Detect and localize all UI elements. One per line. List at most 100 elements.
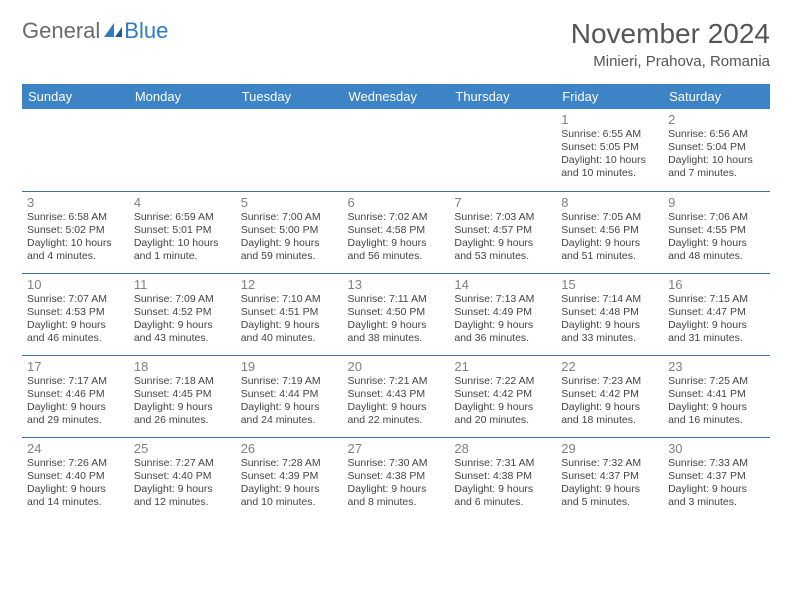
sunrise-text: Sunrise: 7:17 AM: [27, 375, 124, 388]
calendar-cell: [22, 109, 129, 191]
sunset-text: Sunset: 4:51 PM: [241, 306, 338, 319]
sunset-text: Sunset: 4:52 PM: [134, 306, 231, 319]
daylight-text: Daylight: 9 hours and 3 minutes.: [668, 483, 765, 509]
day-number: 19: [241, 359, 338, 374]
calendar-cell: 22Sunrise: 7:23 AMSunset: 4:42 PMDayligh…: [556, 355, 663, 437]
sunset-text: Sunset: 4:43 PM: [348, 388, 445, 401]
sunset-text: Sunset: 4:40 PM: [134, 470, 231, 483]
sunrise-text: Sunrise: 7:19 AM: [241, 375, 338, 388]
sunrise-text: Sunrise: 7:33 AM: [668, 457, 765, 470]
calendar-week-row: 24Sunrise: 7:26 AMSunset: 4:40 PMDayligh…: [22, 437, 770, 519]
logo-text-blue: Blue: [124, 18, 168, 44]
day-header: Thursday: [449, 84, 556, 109]
day-header: Friday: [556, 84, 663, 109]
daylight-text: Daylight: 9 hours and 29 minutes.: [27, 401, 124, 427]
sunset-text: Sunset: 4:49 PM: [454, 306, 551, 319]
calendar-cell: 29Sunrise: 7:32 AMSunset: 4:37 PMDayligh…: [556, 437, 663, 519]
sunrise-text: Sunrise: 7:13 AM: [454, 293, 551, 306]
calendar-cell: 18Sunrise: 7:18 AMSunset: 4:45 PMDayligh…: [129, 355, 236, 437]
calendar-cell: 11Sunrise: 7:09 AMSunset: 4:52 PMDayligh…: [129, 273, 236, 355]
sunset-text: Sunset: 4:56 PM: [561, 224, 658, 237]
calendar-cell: [343, 109, 450, 191]
sunset-text: Sunset: 4:58 PM: [348, 224, 445, 237]
calendar-cell: 8Sunrise: 7:05 AMSunset: 4:56 PMDaylight…: [556, 191, 663, 273]
title-block: November 2024 Minieri, Prahova, Romania: [571, 18, 770, 70]
daylight-text: Daylight: 9 hours and 10 minutes.: [241, 483, 338, 509]
daylight-text: Daylight: 10 hours and 4 minutes.: [27, 237, 124, 263]
calendar-week-row: 1Sunrise: 6:55 AMSunset: 5:05 PMDaylight…: [22, 109, 770, 191]
day-header: Tuesday: [236, 84, 343, 109]
day-number: 2: [668, 112, 765, 127]
day-number: 4: [134, 195, 231, 210]
day-header: Wednesday: [343, 84, 450, 109]
calendar-cell: 4Sunrise: 6:59 AMSunset: 5:01 PMDaylight…: [129, 191, 236, 273]
sunset-text: Sunset: 4:47 PM: [668, 306, 765, 319]
sunrise-text: Sunrise: 7:14 AM: [561, 293, 658, 306]
sunset-text: Sunset: 5:02 PM: [27, 224, 124, 237]
sunset-text: Sunset: 4:38 PM: [348, 470, 445, 483]
day-number: 26: [241, 441, 338, 456]
sunset-text: Sunset: 4:38 PM: [454, 470, 551, 483]
calendar-cell: 23Sunrise: 7:25 AMSunset: 4:41 PMDayligh…: [663, 355, 770, 437]
day-number: 13: [348, 277, 445, 292]
calendar-cell: 24Sunrise: 7:26 AMSunset: 4:40 PMDayligh…: [22, 437, 129, 519]
calendar-cell: 1Sunrise: 6:55 AMSunset: 5:05 PMDaylight…: [556, 109, 663, 191]
sunrise-text: Sunrise: 7:06 AM: [668, 211, 765, 224]
day-number: 24: [27, 441, 124, 456]
calendar-cell: 21Sunrise: 7:22 AMSunset: 4:42 PMDayligh…: [449, 355, 556, 437]
calendar-cell: 26Sunrise: 7:28 AMSunset: 4:39 PMDayligh…: [236, 437, 343, 519]
sunrise-text: Sunrise: 7:18 AM: [134, 375, 231, 388]
calendar-cell: [236, 109, 343, 191]
sunrise-text: Sunrise: 7:07 AM: [27, 293, 124, 306]
day-number: 16: [668, 277, 765, 292]
day-number: 3: [27, 195, 124, 210]
day-number: 28: [454, 441, 551, 456]
day-number: 21: [454, 359, 551, 374]
day-number: 9: [668, 195, 765, 210]
daylight-text: Daylight: 10 hours and 1 minute.: [134, 237, 231, 263]
daylight-text: Daylight: 9 hours and 43 minutes.: [134, 319, 231, 345]
day-header: Sunday: [22, 84, 129, 109]
sunrise-text: Sunrise: 7:00 AM: [241, 211, 338, 224]
calendar-cell: 6Sunrise: 7:02 AMSunset: 4:58 PMDaylight…: [343, 191, 450, 273]
daylight-text: Daylight: 9 hours and 8 minutes.: [348, 483, 445, 509]
sunset-text: Sunset: 5:00 PM: [241, 224, 338, 237]
calendar-cell: 14Sunrise: 7:13 AMSunset: 4:49 PMDayligh…: [449, 273, 556, 355]
sunrise-text: Sunrise: 7:09 AM: [134, 293, 231, 306]
sunrise-text: Sunrise: 7:10 AM: [241, 293, 338, 306]
sunrise-text: Sunrise: 7:02 AM: [348, 211, 445, 224]
daylight-text: Daylight: 9 hours and 6 minutes.: [454, 483, 551, 509]
daylight-text: Daylight: 9 hours and 18 minutes.: [561, 401, 658, 427]
sunset-text: Sunset: 4:44 PM: [241, 388, 338, 401]
calendar-cell: 30Sunrise: 7:33 AMSunset: 4:37 PMDayligh…: [663, 437, 770, 519]
calendar-header-row: SundayMondayTuesdayWednesdayThursdayFrid…: [22, 84, 770, 109]
sunrise-text: Sunrise: 7:28 AM: [241, 457, 338, 470]
calendar-cell: 27Sunrise: 7:30 AMSunset: 4:38 PMDayligh…: [343, 437, 450, 519]
calendar-cell: 3Sunrise: 6:58 AMSunset: 5:02 PMDaylight…: [22, 191, 129, 273]
calendar-cell: 2Sunrise: 6:56 AMSunset: 5:04 PMDaylight…: [663, 109, 770, 191]
sunrise-text: Sunrise: 7:03 AM: [454, 211, 551, 224]
sunrise-text: Sunrise: 7:27 AM: [134, 457, 231, 470]
day-number: 29: [561, 441, 658, 456]
sunset-text: Sunset: 4:48 PM: [561, 306, 658, 319]
daylight-text: Daylight: 9 hours and 36 minutes.: [454, 319, 551, 345]
daylight-text: Daylight: 9 hours and 14 minutes.: [27, 483, 124, 509]
day-number: 20: [348, 359, 445, 374]
day-number: 23: [668, 359, 765, 374]
day-number: 30: [668, 441, 765, 456]
sunrise-text: Sunrise: 7:22 AM: [454, 375, 551, 388]
sunset-text: Sunset: 4:40 PM: [27, 470, 124, 483]
daylight-text: Daylight: 9 hours and 40 minutes.: [241, 319, 338, 345]
calendar-cell: 5Sunrise: 7:00 AMSunset: 5:00 PMDaylight…: [236, 191, 343, 273]
sail-icon: [104, 23, 122, 37]
sunset-text: Sunset: 4:39 PM: [241, 470, 338, 483]
daylight-text: Daylight: 9 hours and 12 minutes.: [134, 483, 231, 509]
daylight-text: Daylight: 9 hours and 24 minutes.: [241, 401, 338, 427]
day-number: 11: [134, 277, 231, 292]
calendar-cell: 17Sunrise: 7:17 AMSunset: 4:46 PMDayligh…: [22, 355, 129, 437]
calendar-cell: [129, 109, 236, 191]
calendar-cell: 16Sunrise: 7:15 AMSunset: 4:47 PMDayligh…: [663, 273, 770, 355]
calendar-cell: [449, 109, 556, 191]
sunrise-text: Sunrise: 6:58 AM: [27, 211, 124, 224]
sunset-text: Sunset: 5:04 PM: [668, 141, 765, 154]
